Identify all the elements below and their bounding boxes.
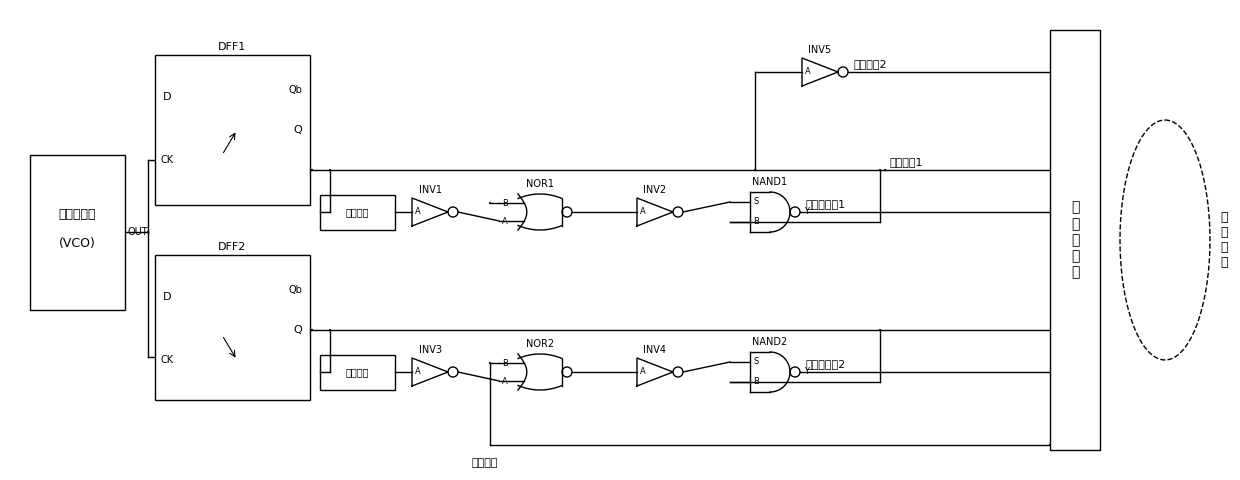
Bar [155,255,310,400]
Text: 非对称载波1: 非对称载波1 [805,199,846,209]
Text: S: S [753,197,758,206]
Text: OUT: OUT [128,227,149,237]
Text: NOR2: NOR2 [526,339,554,349]
Text: A: A [415,207,420,216]
Text: Q: Q [293,125,303,135]
Bar [320,355,396,390]
Bar [320,195,396,230]
Text: Y: Y [804,368,808,376]
Text: A: A [502,376,508,385]
Text: NOR1: NOR1 [526,179,554,189]
Text: INV3: INV3 [419,345,441,355]
Text: S: S [753,358,758,367]
Text: B: B [753,377,759,386]
Text: NAND2: NAND2 [753,337,787,347]
Text: NAND1: NAND1 [753,177,787,187]
Bar [30,155,125,310]
Text: 输入信号: 输入信号 [471,458,498,468]
Text: A: A [415,368,420,376]
Text: INV5: INV5 [808,45,832,55]
Text: Y: Y [804,207,808,216]
Text: INV4: INV4 [644,345,667,355]
Text: 压控振荡器: 压控振荡器 [58,207,95,220]
Text: D: D [162,292,171,302]
Text: 非对称载波2: 非对称载波2 [805,359,846,369]
Text: CK: CK [160,155,174,165]
Text: INV1: INV1 [419,185,441,195]
Text: 延时单元: 延时单元 [345,207,368,217]
Text: 对称载波1: 对称载波1 [890,157,924,167]
Text: B: B [502,359,508,368]
Text: A: A [640,207,646,216]
Text: DFF1: DFF1 [218,42,246,52]
Text: B: B [753,217,759,227]
Text: Qb: Qb [288,85,303,95]
Text: A: A [805,68,811,76]
Text: 多
路
选
择
器: 多 路 选 择 器 [1071,201,1079,279]
Text: Qb: Qb [288,285,303,295]
Text: DFF2: DFF2 [218,242,247,252]
Text: CK: CK [160,355,174,365]
Bar [1050,30,1100,450]
Text: A: A [502,216,508,226]
Text: 调
制
信
号: 调 制 信 号 [1220,211,1228,269]
Text: INV2: INV2 [644,185,667,195]
Bar [155,55,310,205]
Text: D: D [162,92,171,102]
Text: A: A [640,368,646,376]
Text: B: B [502,199,508,207]
Text: 延时单元: 延时单元 [345,367,368,377]
Text: (VCO): (VCO) [58,238,95,251]
Text: 对称载波2: 对称载波2 [853,59,887,69]
Text: Q: Q [293,325,303,335]
